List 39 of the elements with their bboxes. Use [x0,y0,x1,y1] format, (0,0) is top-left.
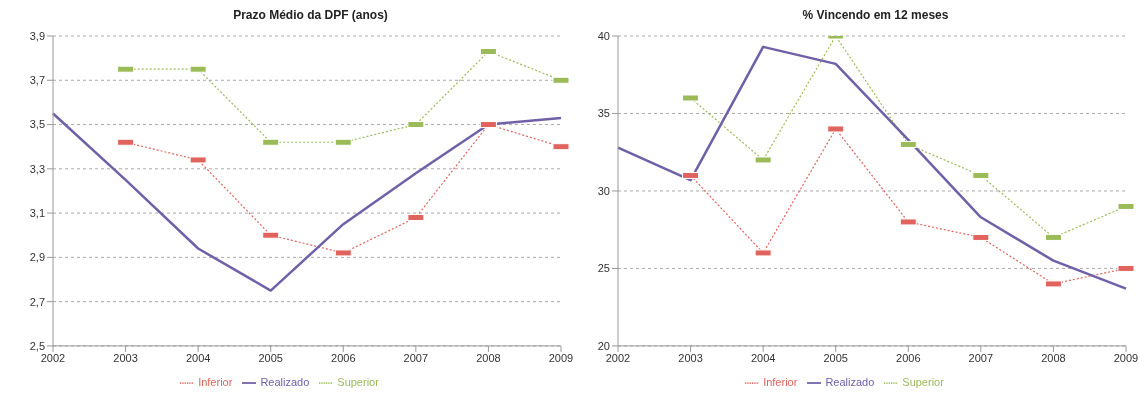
x-tick-label: 2006 [331,351,356,364]
x-tick-label: 2009 [548,351,574,364]
y-tick-label: 3,1 [29,206,45,219]
x-tick-label: 2008 [1041,351,1066,364]
y-tick-label: 30 [597,184,610,197]
legend-label: Superior [902,375,944,388]
y-tick-label: 3,3 [29,162,45,175]
y-tick-label: 2,7 [29,295,45,308]
y-tick-label: 3,9 [29,29,45,42]
legend-label: Realizado [825,375,875,388]
x-tick-label: 2008 [476,351,501,364]
y-tick-label: 25 [597,262,610,275]
x-tick-label: 2005 [258,351,283,364]
y-tick-label: 40 [597,29,610,42]
line-series [51,112,563,292]
x-tick-label: 2002 [605,351,631,364]
chart-title: % Vincendo em 12 meses [801,8,950,24]
x-tick-label: 2006 [896,351,921,364]
y-tick-label: 3,7 [29,74,45,87]
legend-label: Inferior [763,375,798,388]
x-tick-label: 2009 [1113,351,1139,364]
y-tick-label: 35 [597,107,610,120]
x-tick-label: 2007 [968,351,994,364]
x-tick-label: 2004 [750,351,776,364]
x-tick-label: 2002 [40,351,66,364]
x-tick-label: 2003 [113,351,138,364]
legend-label: Inferior [198,375,233,388]
y-tick-label: 2,5 [29,339,45,352]
x-tick-label: 2004 [185,351,211,364]
chart-title: Prazo Médio da DPF (anos) [232,8,389,24]
x-tick-label: 2003 [678,351,703,364]
y-tick-label: 20 [597,339,610,352]
y-tick-label: 3,5 [29,118,45,131]
legend-label: Superior [337,375,379,388]
line-series [616,45,1128,290]
x-tick-label: 2005 [823,351,848,364]
legend-label: Realizado [260,375,310,388]
x-tick-label: 2007 [403,351,429,364]
y-tick-label: 2,9 [29,251,45,264]
